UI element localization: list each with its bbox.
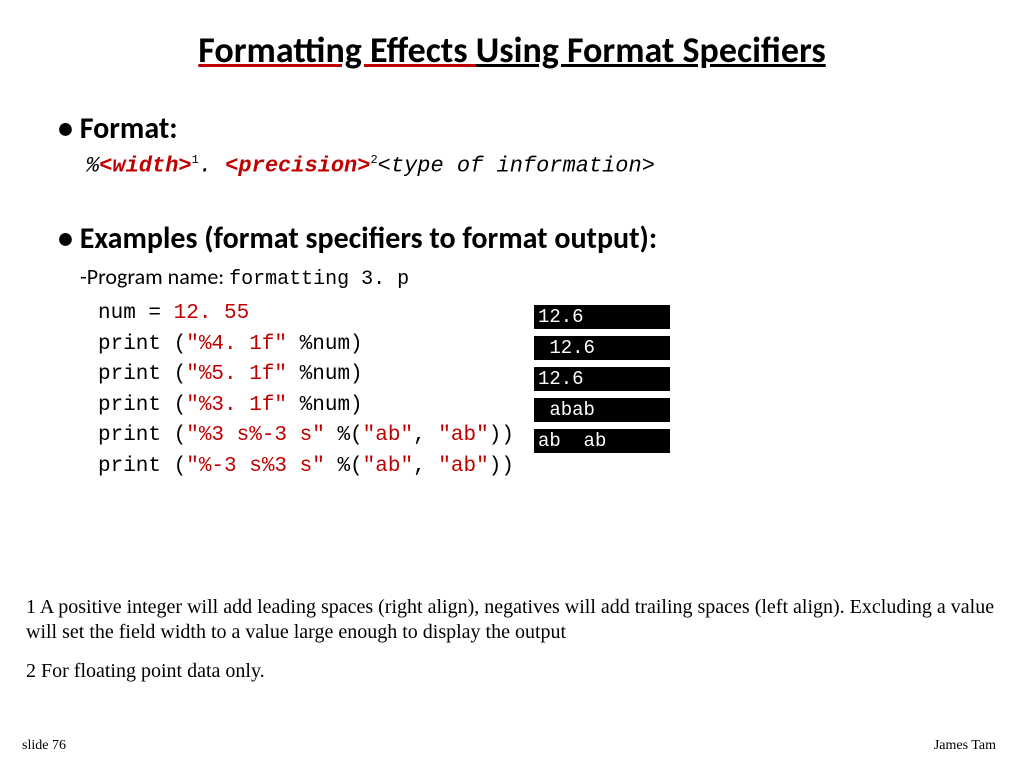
code-l3c: %num): [287, 363, 363, 386]
code-l6d: "ab": [363, 455, 413, 478]
output-line-3: 12.6: [534, 367, 670, 391]
footnote-1: 1 A positive integer will add leading sp…: [26, 595, 998, 645]
format-spec-line: %<width>1. <precision>2<type of informat…: [86, 153, 984, 178]
code-l3a: print (: [98, 363, 186, 386]
code-l5b: "%3 s%-3 s": [186, 424, 325, 447]
code-l2b: "%4. 1f": [186, 333, 287, 356]
code-l6b: "%-3 s%3 s": [186, 455, 325, 478]
code-l5f: "ab": [438, 424, 488, 447]
code-block: num = 12. 55 print ("%4. 1f" %num) print…: [98, 299, 514, 482]
code-l4c: %num): [287, 394, 363, 417]
code-output-row: num = 12. 55 print ("%4. 1f" %num) print…: [98, 299, 984, 482]
code-l6g: )): [489, 455, 514, 478]
code-l4a: print (: [98, 394, 186, 417]
slide-title: Formatting Effects Using Format Specifie…: [40, 28, 984, 72]
program-name: formatting 3. p: [229, 268, 409, 291]
output-block: 12.6 12.6 12.6 abab ab ab: [534, 305, 670, 460]
output-line-2: 12.6: [534, 336, 670, 360]
output-line-5: ab ab: [534, 429, 670, 453]
code-l5a: print (: [98, 424, 186, 447]
format-width: <width>: [99, 153, 191, 178]
examples-heading: • Examples (format specifiers to format …: [58, 220, 984, 257]
code-l5e: ,: [413, 424, 438, 447]
code-l2a: print (: [98, 333, 186, 356]
slide-number: slide 76: [22, 738, 66, 754]
format-precision: <precision>: [225, 153, 370, 178]
format-sup1: 1: [192, 153, 199, 167]
output-line-4: abab: [534, 398, 670, 422]
format-tail: <type of information>: [378, 153, 655, 178]
footnotes: 1 A positive integer will add leading sp…: [26, 595, 998, 698]
title-part2: Using Format Specifiers: [476, 28, 826, 72]
output-line-1: 12.6: [534, 305, 670, 329]
code-l5g: )): [489, 424, 514, 447]
footnote-2: 2 For floating point data only.: [26, 659, 998, 684]
code-l4b: "%3. 1f": [186, 394, 287, 417]
code-l5c: %(: [325, 424, 363, 447]
program-name-line: -Program name: formatting 3. p: [80, 263, 984, 291]
code-l2c: %num): [287, 333, 363, 356]
title-part1: Formatting Effects: [198, 28, 475, 72]
code-l6a: print (: [98, 455, 186, 478]
author-name: James Tam: [934, 738, 996, 754]
code-l6c: %(: [325, 455, 363, 478]
format-sup2: 2: [370, 153, 377, 167]
code-l1a: num =: [98, 302, 174, 325]
code-l1b: 12. 55: [174, 302, 250, 325]
format-pct: %: [86, 153, 99, 178]
code-l5d: "ab": [363, 424, 413, 447]
format-heading: • Format:: [58, 110, 984, 147]
code-l6f: "ab": [438, 455, 488, 478]
code-l3b: "%5. 1f": [186, 363, 287, 386]
format-dot: .: [199, 153, 225, 178]
program-label: -Program name:: [80, 263, 229, 290]
code-l6e: ,: [413, 455, 438, 478]
